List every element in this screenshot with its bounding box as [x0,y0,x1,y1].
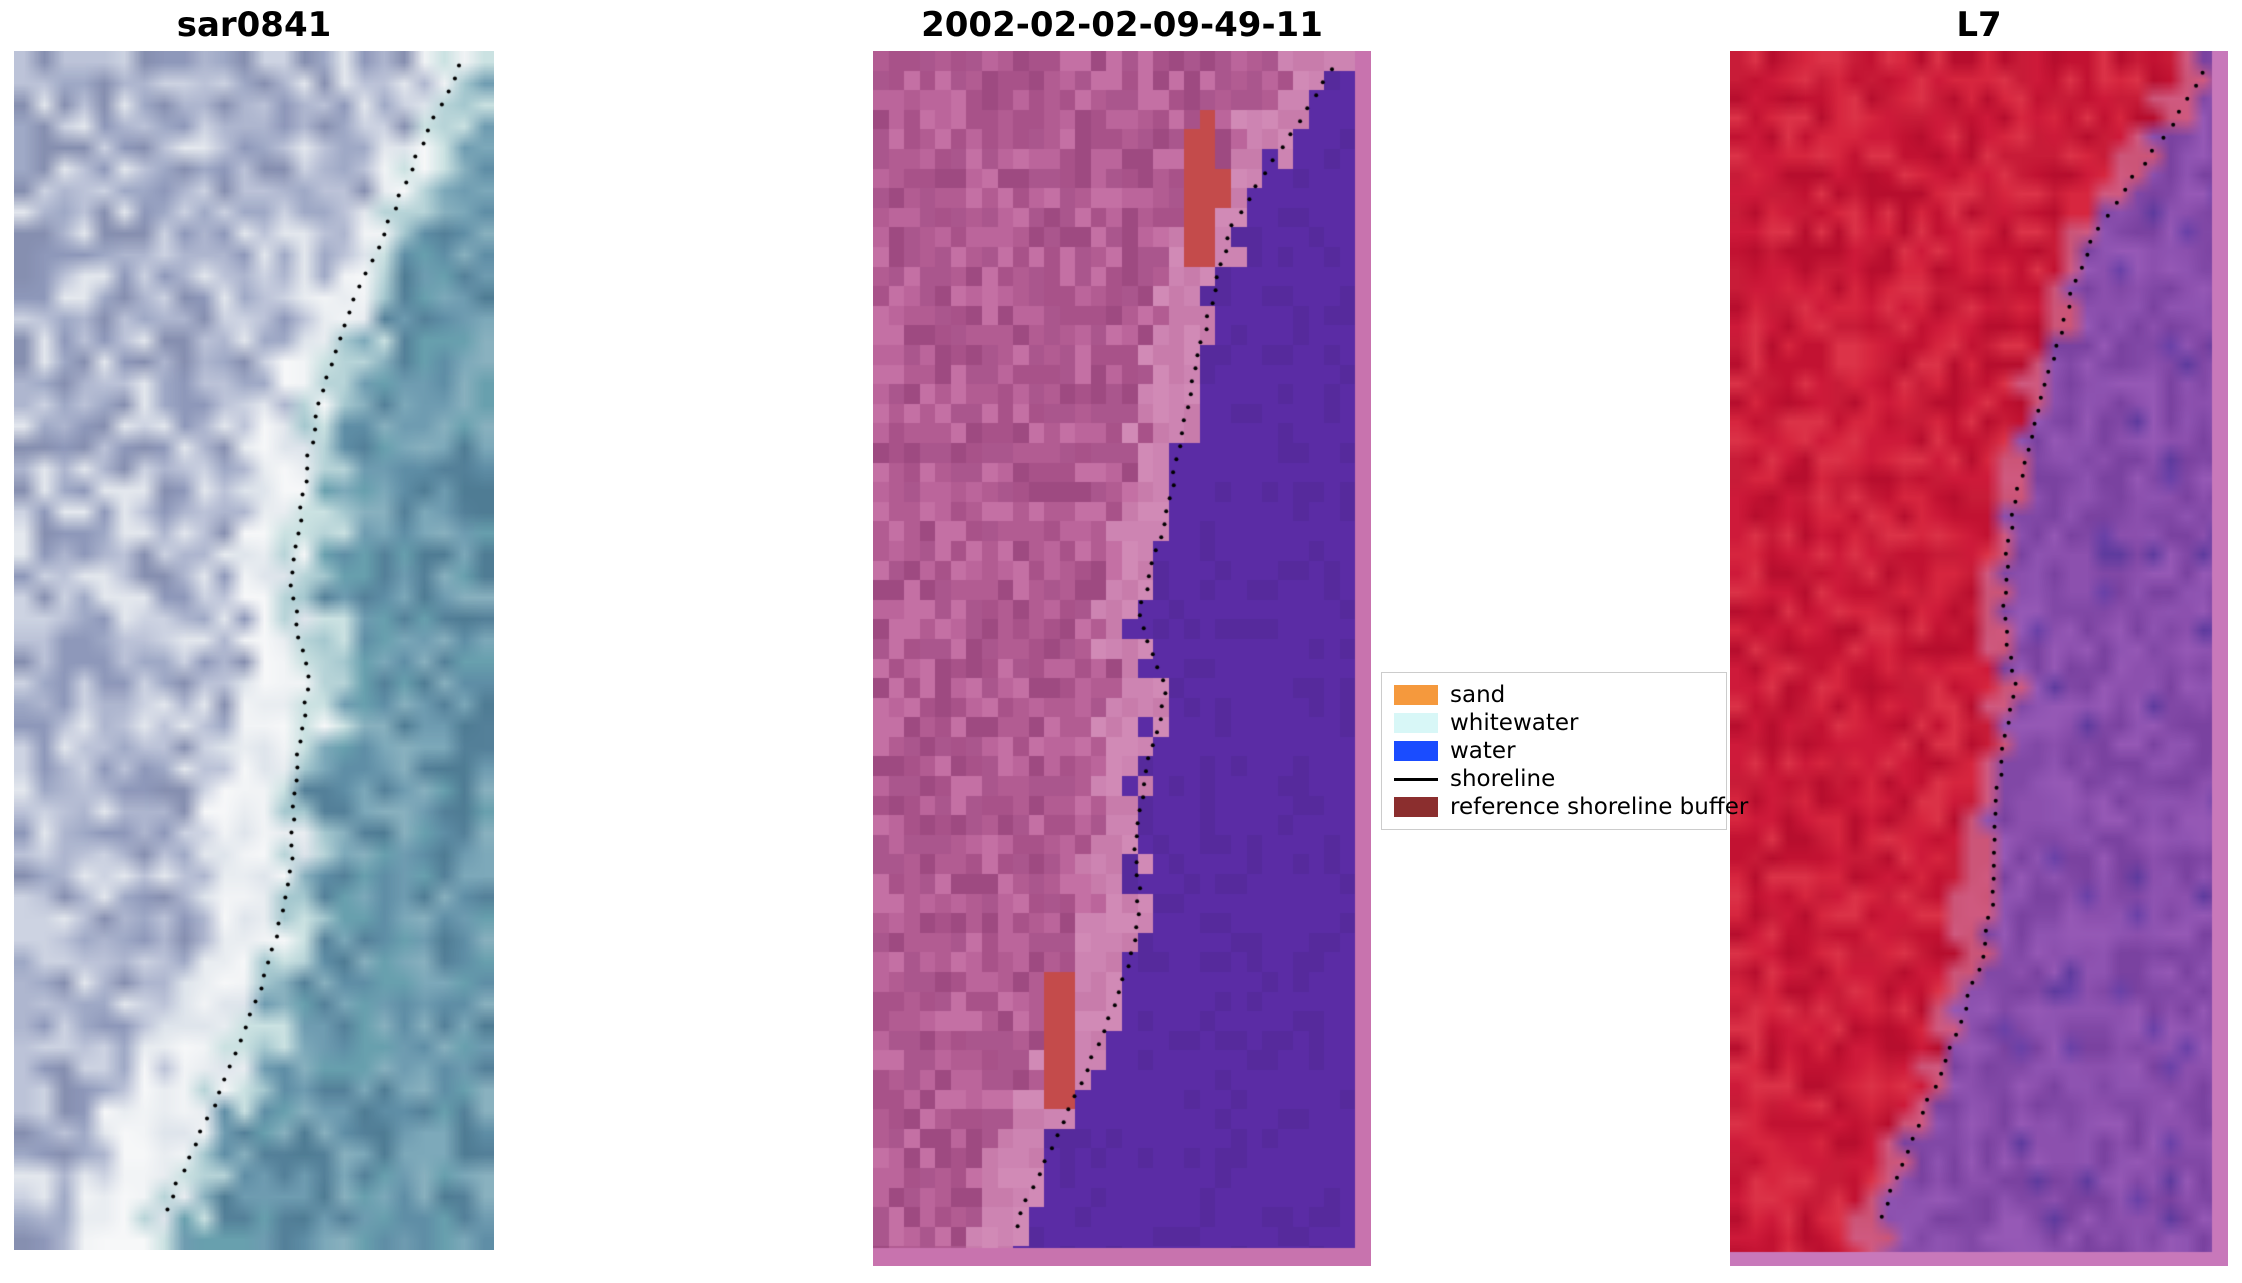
panel-title-l7: L7 [1956,5,2002,45]
whitewater-swatch [1394,713,1438,733]
panel-title-classified: 2002-02-02-09-49-11 [921,5,1323,45]
legend-label-sand: sand [1450,682,1506,708]
legend-row-reference-buffer: reference shoreline buffer [1394,793,1748,821]
legend-label-water: water [1450,738,1516,764]
sar-image-canvas [14,51,494,1250]
legend-row-water: water [1394,737,1714,765]
reference-buffer-swatch [1394,797,1438,817]
classified-image-canvas [873,51,1371,1266]
shoreline-line-swatch [1394,777,1438,781]
legend-row-whitewater: whitewater [1394,709,1714,737]
water-swatch [1394,741,1438,761]
panel-sar0841: sar0841 [14,6,494,1250]
panel-title-sar: sar0841 [176,5,332,45]
panel-l7: L7 [1730,6,2228,1266]
legend-row-sand: sand [1394,681,1714,709]
sand-swatch [1394,685,1438,705]
panel-classified: 2002-02-02-09-49-11 [873,6,1371,1266]
legend: sand whitewater water shoreline referenc… [1381,672,1748,830]
legend-label-whitewater: whitewater [1450,710,1579,736]
legend-label-shoreline: shoreline [1450,766,1556,792]
l7-image-canvas [1730,51,2228,1266]
legend-label-reference-buffer: reference shoreline buffer [1450,794,1749,820]
legend-row-shoreline: shoreline [1394,765,1714,793]
